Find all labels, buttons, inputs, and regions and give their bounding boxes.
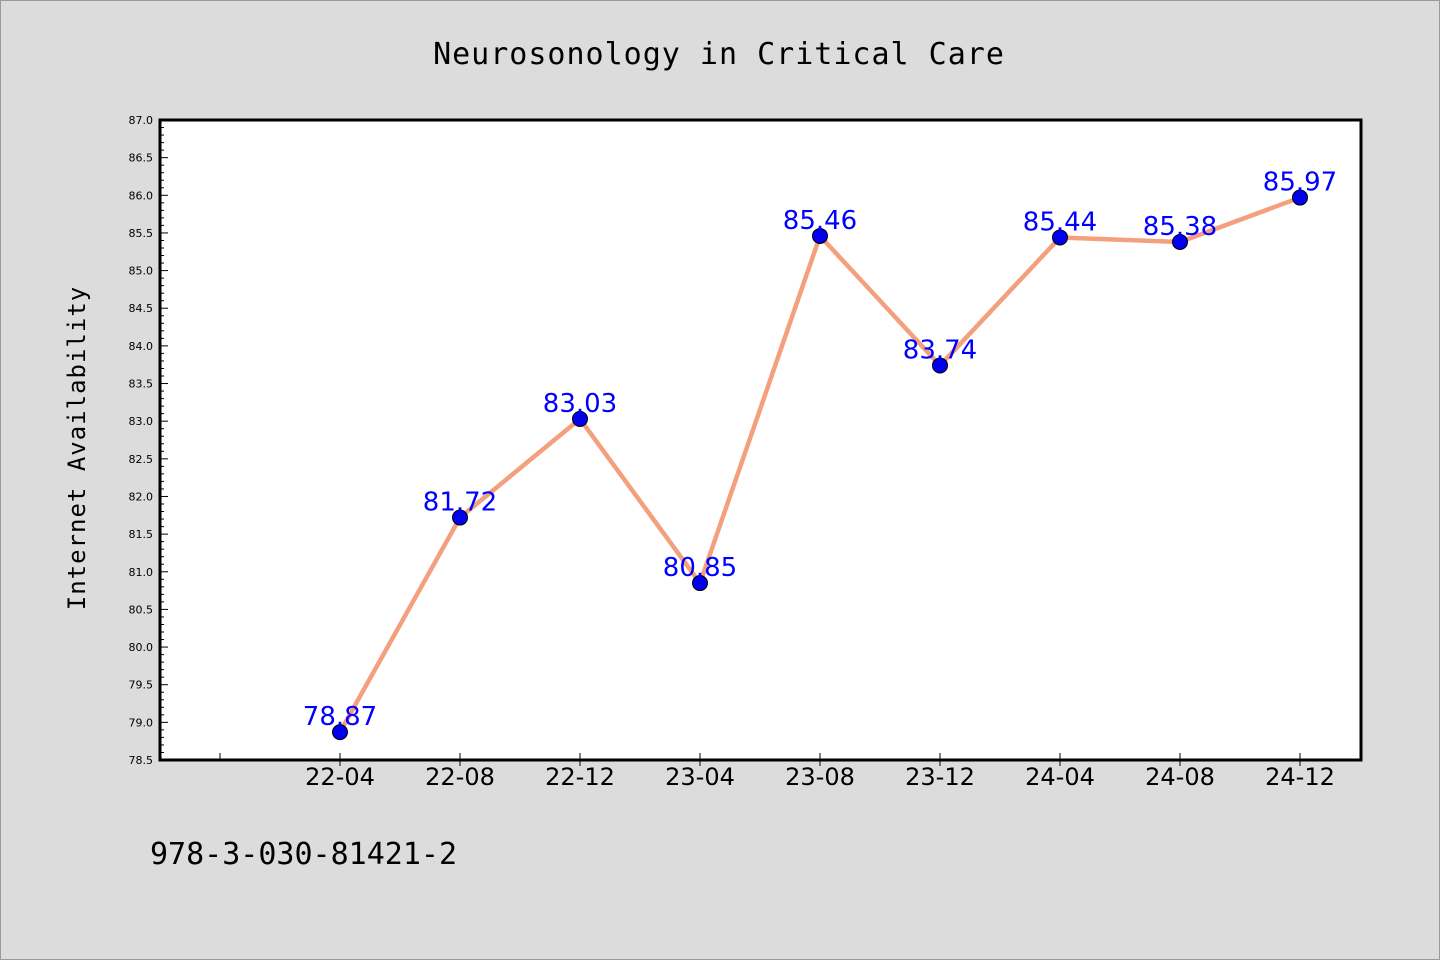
data-labels: 78.87 81.72 83.03 80.85 85.46 83.74 85.44 85.38… [303, 168, 1337, 733]
y-tick-label: 81.5 [129, 528, 154, 541]
data-point [332, 724, 348, 741]
data-label: 83.74 [903, 335, 977, 365]
data-point [932, 357, 948, 374]
data-label: 85.97 [1263, 168, 1337, 198]
y-tick-label: 85.5 [129, 227, 154, 240]
data-label: 83.03 [543, 389, 617, 419]
x-axis: 22-04 22-08 22-12 23-04 23-08 23-12 24-04 24-08… [219, 753, 1335, 791]
data-point [572, 410, 588, 427]
data-label: 85.38 [1143, 212, 1217, 242]
y-tick-label: 82.0 [129, 490, 154, 503]
y-tick-label: 87.0 [129, 114, 154, 127]
y-tick-label: 83.5 [129, 378, 154, 391]
x-tick-label: 24-12 [1265, 763, 1335, 791]
x-tick-label: 22-12 [545, 763, 615, 791]
y-tick-label: 85.0 [129, 265, 154, 278]
x-tick-label: 23-08 [785, 763, 855, 791]
chart-title: Neurosonology in Critical Care [433, 37, 1005, 72]
data-point [1052, 229, 1068, 246]
x-tick-label: 23-12 [905, 763, 975, 791]
y-tick-label: 84.0 [129, 340, 154, 353]
y-axis: 78.5 79.0 79.5 80.0 80.5 81.0 81.5 82.0 82.5 83.0… [129, 114, 168, 767]
y-tick-label: 83.0 [129, 415, 154, 428]
x-tick-label: 24-08 [1145, 763, 1215, 791]
y-tick-label: 84.5 [129, 302, 154, 315]
data-label: 80.85 [663, 553, 737, 583]
series-line [332, 189, 1308, 741]
x-tick-label: 24-04 [1025, 763, 1095, 791]
x-tick-label: 23-04 [665, 763, 735, 791]
data-label: 85.46 [783, 206, 857, 236]
x-tick-label: 22-08 [425, 763, 495, 791]
y-tick-label: 80.5 [129, 603, 154, 616]
data-label: 78.87 [303, 702, 377, 732]
data-label: 85.44 [1023, 207, 1097, 237]
y-tick-label: 79.0 [129, 716, 154, 729]
x-tick-label: 22-04 [305, 763, 375, 791]
data-point [692, 575, 708, 592]
data-point [1292, 189, 1308, 206]
y-tick-label: 86.0 [129, 189, 154, 202]
y-tick-label: 78.5 [129, 754, 154, 767]
data-point [812, 227, 828, 244]
plot-area [158, 118, 1363, 762]
y-tick-label: 86.5 [129, 152, 154, 165]
footnote-isbn: 978-3-030-81421-2 [150, 837, 457, 872]
y-tick-label: 81.0 [129, 566, 154, 579]
y-tick-label: 82.5 [129, 453, 154, 466]
data-point [1172, 233, 1188, 250]
data-label: 81.72 [423, 488, 497, 518]
y-axis-label: Internet Availability [63, 286, 91, 610]
data-point [452, 509, 468, 526]
y-tick-label: 79.5 [129, 679, 154, 692]
y-tick-label: 80.0 [129, 641, 154, 654]
